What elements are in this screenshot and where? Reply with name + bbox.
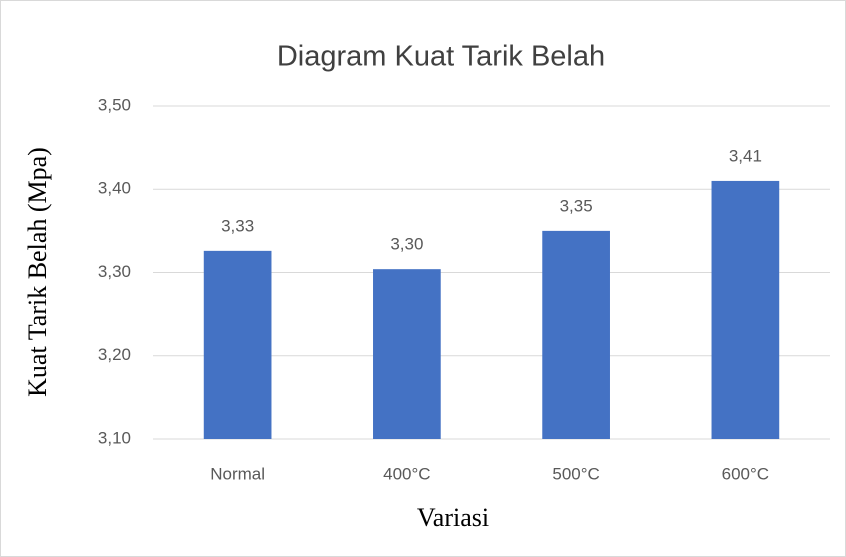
y-tick-label: 3,40 [98,179,131,198]
data-label: 3,33 [221,216,254,235]
x-tick-label: 400°C [383,464,430,483]
x-axis-title: Variasi [417,503,489,532]
y-tick-label: 3,10 [98,428,131,447]
x-tick-label: Normal [210,464,265,483]
bar [711,180,780,440]
data-label: 3,30 [390,235,423,254]
y-tick-label: 3,30 [98,262,131,281]
y-axis-title: Kuat Tarik Belah (Mpa) [23,147,52,397]
bar [542,230,610,439]
bar [373,269,441,439]
x-tick-label: 500°C [552,464,599,483]
y-tick-label: 3,20 [98,345,131,364]
data-label: 3,35 [560,196,593,215]
bar [203,250,272,439]
y-tick-label: 3,50 [98,95,131,114]
chart-title: Diagram Kuat Tarik Belah [277,41,605,73]
data-label: 3,41 [729,146,762,165]
x-tick-label: 600°C [722,464,769,483]
